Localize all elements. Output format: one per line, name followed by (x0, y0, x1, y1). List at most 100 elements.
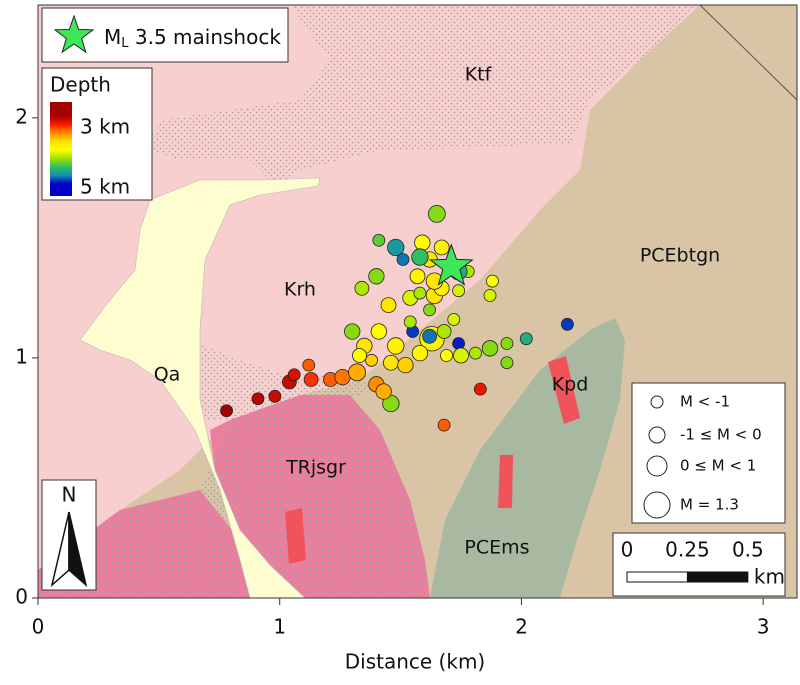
event (352, 348, 367, 363)
scale-label: 0 (621, 538, 634, 562)
event (414, 234, 431, 251)
unit-label: Ktf (465, 64, 493, 86)
event (382, 394, 400, 413)
event (375, 383, 392, 400)
y-tick-label: 1 (15, 344, 28, 368)
event (370, 323, 387, 340)
scale-label: 0.5 (732, 538, 764, 562)
event (251, 392, 265, 406)
scale-segment (626, 571, 688, 583)
event (413, 286, 427, 300)
event (220, 404, 233, 418)
event (372, 233, 386, 247)
plot-frame (37, 4, 798, 599)
event (411, 248, 429, 266)
event (380, 297, 397, 314)
size-key (650, 395, 664, 409)
size-label: M < -1 (680, 393, 730, 411)
event (560, 317, 574, 331)
ktf-pattern (150, 5, 700, 190)
dike (285, 508, 306, 564)
trjsgr-pattern (38, 395, 430, 598)
event (469, 346, 482, 360)
scale-bar: 0 0.25 0.5 km (621, 538, 785, 589)
label-part: 3.5 mainshock (129, 25, 282, 49)
event (500, 356, 514, 370)
event (344, 323, 361, 340)
qa-area (79, 177, 321, 598)
north-label: N (62, 483, 77, 507)
event (396, 253, 410, 266)
event (302, 358, 316, 372)
size-label: -1 ≤ M < 0 (680, 426, 762, 444)
event (473, 382, 487, 396)
unit-label: TRjsgr (285, 457, 346, 479)
event (453, 347, 469, 364)
event (452, 284, 465, 298)
colorbar (50, 102, 72, 196)
mainshock (428, 243, 474, 286)
event (519, 332, 533, 346)
y-tick-label: 0 (15, 585, 28, 609)
scale-label: 0.25 (665, 538, 710, 562)
event (287, 368, 301, 382)
event (397, 356, 414, 374)
event (437, 418, 451, 432)
size-label: M = 1.3 (680, 496, 739, 514)
event (433, 239, 450, 256)
event (354, 280, 370, 296)
colorbar-tick-label: 3 km (80, 115, 130, 139)
size-key (643, 491, 671, 519)
event (383, 354, 399, 371)
label-part: M (104, 25, 121, 49)
mainshock-legend-label: ML 3.5 mainshock (104, 25, 281, 51)
event (387, 238, 405, 257)
legend-star (53, 14, 95, 54)
scale-bar-box (612, 532, 786, 597)
event (387, 337, 405, 355)
event (303, 372, 319, 387)
event (368, 268, 385, 285)
event (481, 340, 499, 357)
event (268, 389, 282, 403)
x-tick-label: 0 (32, 615, 45, 639)
unit-label: Krh (284, 279, 316, 301)
unit-label: Qa (154, 364, 181, 386)
unit-label: PCEbtgn (640, 245, 720, 267)
event (500, 337, 514, 350)
fault (699, 5, 797, 101)
pcems-area (430, 318, 625, 598)
x-tick-label: 2 (515, 615, 528, 639)
label-sub: L (121, 36, 129, 51)
event (423, 303, 436, 317)
unit-label: Kpd (552, 374, 589, 396)
event (334, 368, 351, 386)
event (447, 313, 461, 326)
y-tick-label: 2 (15, 104, 28, 128)
north-arrow (68, 511, 88, 588)
event (422, 328, 437, 344)
event (365, 353, 378, 367)
event (486, 274, 499, 288)
event (409, 268, 426, 285)
event (436, 324, 452, 339)
size-label: 0 ≤ M < 1 (680, 457, 756, 475)
size-key (648, 426, 666, 444)
colorbar-tick-label: 5 km (80, 175, 130, 199)
event (348, 363, 366, 382)
event (427, 204, 446, 223)
x-tick-label: 3 (757, 615, 770, 639)
size-key (646, 455, 668, 477)
unit-label: PCEms (464, 537, 529, 559)
dike (548, 356, 580, 424)
dike (498, 455, 513, 508)
event (440, 349, 453, 362)
event (411, 344, 429, 362)
scale-segment (686, 571, 749, 583)
event (483, 289, 497, 302)
event (452, 337, 465, 350)
event (403, 315, 417, 329)
colorbar-title: Depth (50, 73, 111, 97)
scale-unit: km (754, 565, 785, 589)
